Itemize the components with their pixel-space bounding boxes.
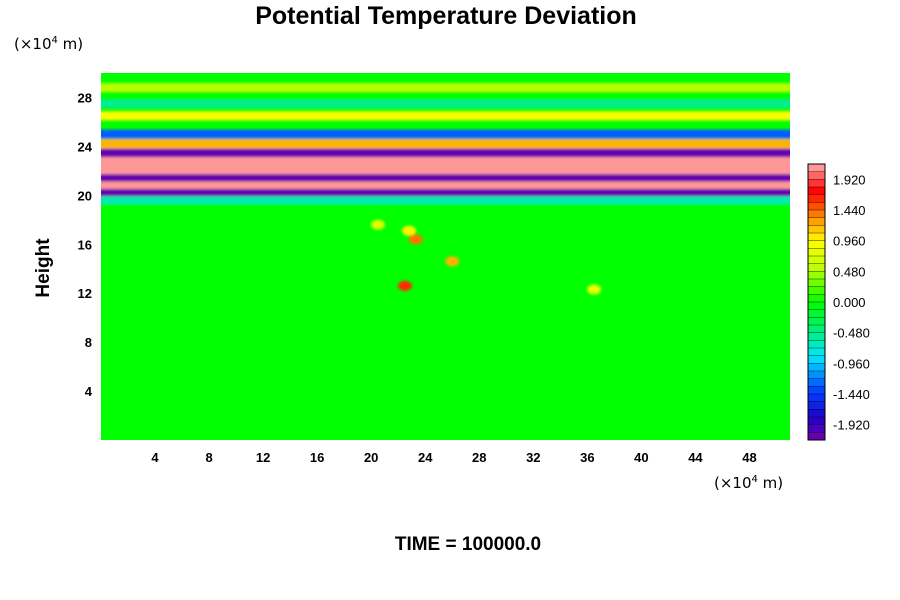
colorbar-segment: [808, 202, 825, 211]
heatmap-band: [101, 129, 790, 139]
colorbar-frame: [807, 163, 826, 441]
x-tick-label: 36: [580, 450, 594, 465]
heatmap-blob: [408, 234, 423, 245]
colorbar-tick-label: 0.480: [833, 264, 866, 279]
heatmap-band: [101, 165, 790, 175]
colorbar-labels: 1.920 1.440 0.960 0.480 0.000 -0.480 -0.960 -1.…: [833, 172, 870, 432]
x-axis-ticks: 4 8 12 16 20 24 28 32 36 40 44 48: [151, 450, 756, 465]
colorbar-tick-label: 0.960: [833, 234, 866, 249]
colorbar-tick-label: -1.920: [833, 418, 870, 433]
colorbar-segment: [808, 355, 825, 364]
x-tick-label: 32: [526, 450, 540, 465]
heatmap-plot-area: [101, 73, 790, 440]
y-axis-ticks: 4 8 12 16 20 24 28: [78, 90, 93, 399]
x-tick-label: 40: [634, 450, 648, 465]
y-tick-label: 20: [78, 188, 92, 203]
heatmap-band: [101, 98, 790, 109]
colorbar-segment: [808, 210, 825, 219]
heatmap-bands: [101, 83, 790, 205]
colorbar-segment: [808, 271, 825, 280]
colorbar-segment: [808, 309, 825, 318]
chart-title: Potential Temperature Deviation: [255, 2, 637, 30]
colorbar-segment: [808, 217, 825, 226]
heatmap-band: [101, 172, 790, 182]
y-axis-unit: (×104 m): [14, 35, 83, 53]
colorbar-segment: [808, 194, 825, 203]
x-tick-label: 28: [472, 450, 486, 465]
x-tick-label: 24: [418, 450, 433, 465]
colorbar-segment: [808, 164, 825, 173]
colorbar-segment: [808, 417, 825, 426]
colorbar: [807, 163, 826, 441]
colorbar-segment: [808, 240, 825, 249]
colorbar-segment: [808, 378, 825, 387]
colorbar-segment: [808, 294, 825, 303]
colorbar-segment: [808, 263, 825, 272]
x-tick-label: 16: [310, 450, 324, 465]
colorbar-segment: [808, 371, 825, 380]
colorbar-segment: [808, 279, 825, 288]
heatmap-blobs: [370, 219, 602, 295]
colorbar-segment: [808, 325, 825, 334]
colorbar-segment: [808, 233, 825, 242]
y-tick-label: 4: [85, 384, 93, 399]
colorbar-segment: [808, 332, 825, 341]
colorbar-segment: [808, 225, 825, 234]
x-tick-label: 48: [742, 450, 756, 465]
colorbar-segment: [808, 179, 825, 188]
heatmap-band: [101, 139, 790, 149]
x-tick-label: 12: [256, 450, 270, 465]
heatmap-band: [101, 111, 790, 121]
y-tick-label: 8: [85, 335, 92, 350]
colorbar-segment: [808, 363, 825, 372]
colorbar-segment: [808, 424, 825, 433]
x-tick-label: 20: [364, 450, 378, 465]
heatmap-blob: [445, 256, 460, 267]
colorbar-tick-label: 1.920: [833, 172, 866, 187]
x-tick-label: 44: [688, 450, 703, 465]
y-tick-label: 12: [78, 286, 92, 301]
colorbar-segment: [808, 401, 825, 410]
colorbar-segment: [808, 386, 825, 395]
colorbar-tick-label: -0.480: [833, 326, 870, 341]
colorbar-segment: [808, 248, 825, 257]
y-tick-label: 28: [78, 90, 92, 105]
colorbar-tick-label: -0.960: [833, 356, 870, 371]
heatmap-band: [101, 187, 790, 197]
colorbar-segment: [808, 409, 825, 418]
time-label: TIME = 100000.0: [395, 534, 541, 555]
colorbar-segment: [808, 394, 825, 403]
heatmap-band: [101, 156, 790, 166]
heatmap-band: [101, 179, 790, 189]
x-tick-label: 4: [151, 450, 159, 465]
colorbar-segment: [808, 171, 825, 180]
heatmap-blob: [397, 280, 412, 291]
y-tick-label: 16: [78, 237, 92, 252]
heatmap-band: [101, 147, 790, 158]
colorbar-segment: [808, 187, 825, 196]
colorbar-tick-label: 1.440: [833, 203, 866, 218]
colorbar-tick-label: 0.000: [833, 295, 866, 310]
colorbar-segment: [808, 340, 825, 349]
heatmap-band: [101, 195, 790, 205]
colorbar-segment: [808, 256, 825, 265]
x-tick-label: 8: [205, 450, 212, 465]
heatmap-background: [101, 73, 790, 440]
colorbar-tick-label: -1.440: [833, 387, 870, 402]
heatmap-blob: [370, 219, 385, 230]
colorbar-segment: [808, 302, 825, 311]
x-axis-unit: (×104 m): [714, 474, 783, 492]
colorbar-segment: [808, 286, 825, 295]
colorbar-segment: [808, 317, 825, 326]
y-tick-label: 24: [78, 139, 93, 154]
heatmap-blob: [587, 284, 602, 295]
heatmap-band: [101, 83, 790, 93]
y-axis-label: Height: [33, 238, 54, 298]
heatmap-blob: [402, 225, 417, 236]
colorbar-segment: [808, 348, 825, 357]
colorbar-segment: [808, 432, 825, 441]
